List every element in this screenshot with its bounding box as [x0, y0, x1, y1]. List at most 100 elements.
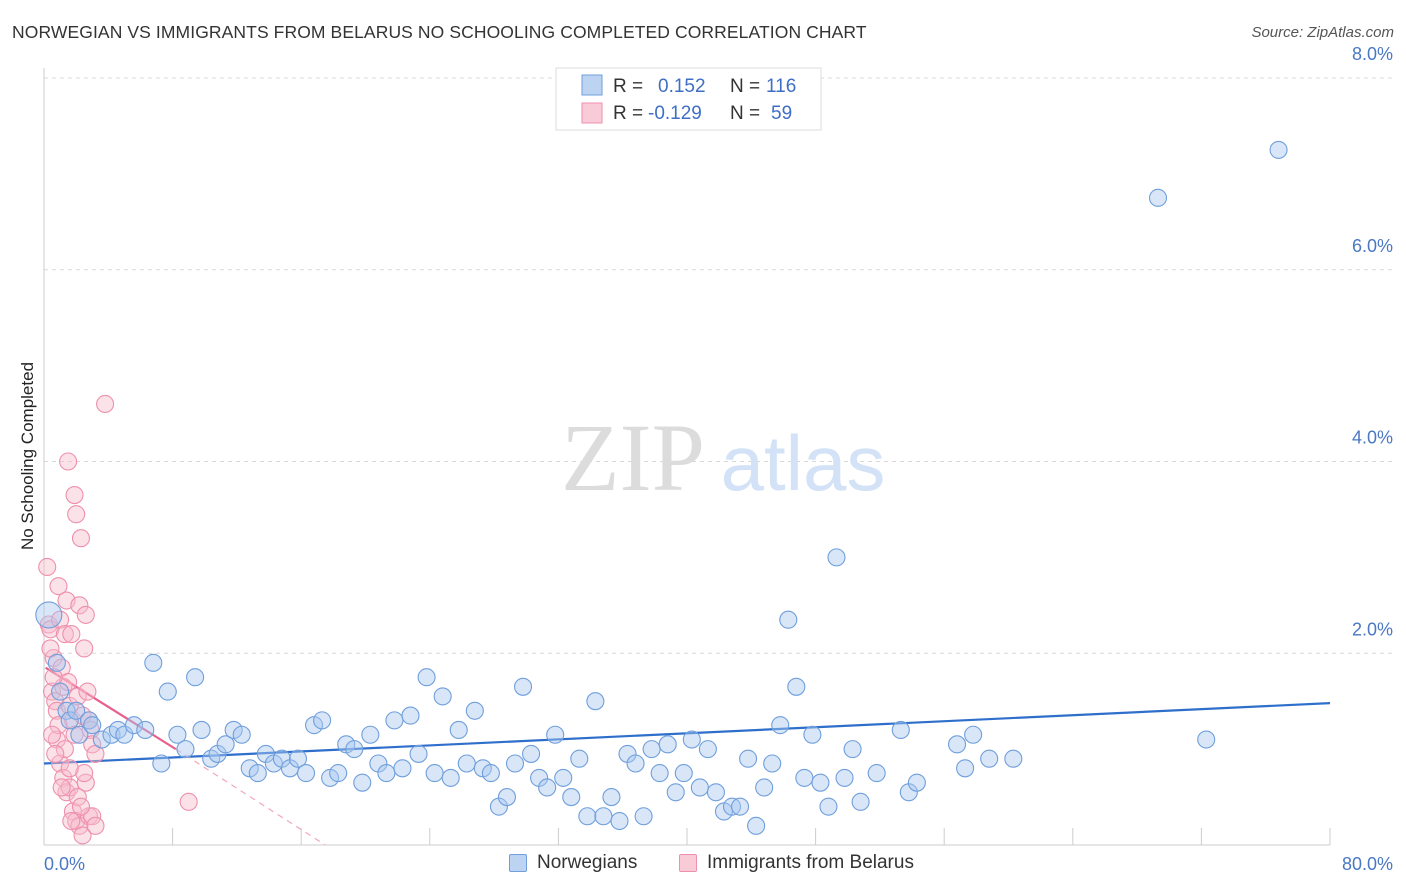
data-points [35, 140, 1288, 845]
belarus-point [52, 778, 71, 797]
norwegian-point [803, 725, 822, 744]
norwegian-point [546, 725, 565, 744]
norwegian-point [425, 764, 444, 783]
norwegian-point [353, 773, 372, 792]
belarus-point [73, 826, 92, 845]
norwegians-trend-line [43, 702, 1331, 765]
norwegian-point [481, 764, 500, 783]
norwegian-point [70, 725, 89, 744]
belarus-point [67, 505, 86, 524]
norwegian-point [980, 749, 999, 768]
norwegian-point [763, 754, 782, 773]
belarus-trend-line [45, 666, 177, 751]
norwegian-point [795, 768, 814, 787]
norwegian-point [79, 711, 99, 730]
legend-r-value-2: -0.129 [648, 103, 702, 124]
source-label: Source: ZipAtlas.com [1251, 24, 1394, 41]
norwegian-point [771, 716, 790, 735]
norwegian-point [851, 792, 870, 811]
belarus-point [65, 725, 84, 744]
norwegian-point [168, 725, 187, 744]
norwegian-point [730, 797, 750, 816]
norwegian-point [513, 677, 533, 696]
norwegian-point [345, 740, 364, 759]
legend-r-label-1: R = [613, 76, 643, 97]
belarus-point [54, 677, 73, 696]
norwegian-point [497, 788, 517, 807]
belarus-point [51, 754, 70, 773]
norwegian-point [216, 735, 235, 754]
norwegian-point [610, 811, 629, 831]
legend-n-label-2: N = [730, 103, 760, 124]
norwegian-point [393, 759, 412, 778]
legend-item-belarus: Immigrants from Belarus [679, 852, 914, 874]
norwegian-point [706, 783, 725, 802]
belarus-point [41, 620, 60, 639]
legend-item-norwegians: Norwegians [509, 852, 637, 874]
norwegian-point [867, 764, 886, 783]
x-tick-label-max: 80.0% [1342, 854, 1393, 874]
belarus-point [55, 625, 74, 644]
norwegian-point [666, 783, 685, 802]
belarus-point [62, 625, 81, 644]
belarus-point [83, 735, 102, 754]
norwegian-point [136, 720, 155, 740]
norwegian-point [650, 764, 669, 783]
belarus-point [70, 596, 89, 615]
grid-lines [44, 77, 1393, 654]
norwegian-point [602, 788, 621, 807]
belarus-point [65, 486, 84, 505]
belarus-point [179, 792, 198, 811]
norwegian-point [819, 797, 838, 816]
x-axis [43, 68, 1331, 846]
norwegian-point [690, 778, 709, 797]
belarus-point [68, 788, 87, 807]
norwegian-point [1148, 188, 1168, 207]
norwegian-point [158, 682, 177, 701]
norwegian-point [658, 735, 677, 754]
norwegian-point [152, 754, 171, 773]
norwegian-point [698, 740, 717, 759]
norwegian-point [329, 764, 348, 783]
norwegian-point [948, 735, 967, 754]
belarus-point [76, 605, 95, 624]
norwegian-point [1269, 140, 1288, 159]
norwegian-point [674, 764, 693, 783]
norwegian-point [522, 744, 541, 763]
norwegian-point [417, 668, 436, 687]
belarus-point [49, 577, 68, 596]
belarus-point [46, 744, 65, 763]
belarus-point [54, 768, 73, 787]
y-tick-label: 6.0% [1352, 236, 1393, 256]
norwegian-point [956, 759, 975, 778]
watermark-atlas: atlas [721, 419, 886, 507]
belarus-point [68, 687, 87, 706]
norwegian-point [747, 816, 766, 835]
norwegian-point [562, 788, 581, 807]
legend-r-label-2: R = [613, 103, 643, 124]
belarus-point [59, 452, 78, 471]
legend-label-belarus: Immigrants from Belarus [707, 852, 914, 873]
norwegian-point [891, 720, 910, 740]
norwegian-point [594, 807, 613, 826]
norwegian-point [232, 725, 251, 744]
norwegian-point [35, 601, 63, 629]
norwegian-point [176, 740, 195, 759]
norwegian-point [642, 740, 661, 759]
watermark-zip: ZIP [561, 404, 705, 511]
legend-r-value-1: 0.152 [658, 76, 706, 97]
norwegian-point [67, 701, 86, 720]
legend-n-value-2: 59 [771, 103, 792, 124]
norwegian-point [907, 773, 926, 792]
norwegian-point [505, 754, 525, 773]
belarus-point [60, 759, 79, 778]
legend-swatch-norwegians [581, 74, 603, 96]
norwegian-point [755, 778, 774, 797]
norwegian-point [51, 682, 70, 701]
norwegian-point [682, 730, 701, 749]
norwegian-point [570, 749, 589, 768]
norwegian-point [634, 807, 653, 826]
norwegian-point [401, 706, 420, 725]
legend-swatch-norwegians-bottom [509, 854, 527, 872]
